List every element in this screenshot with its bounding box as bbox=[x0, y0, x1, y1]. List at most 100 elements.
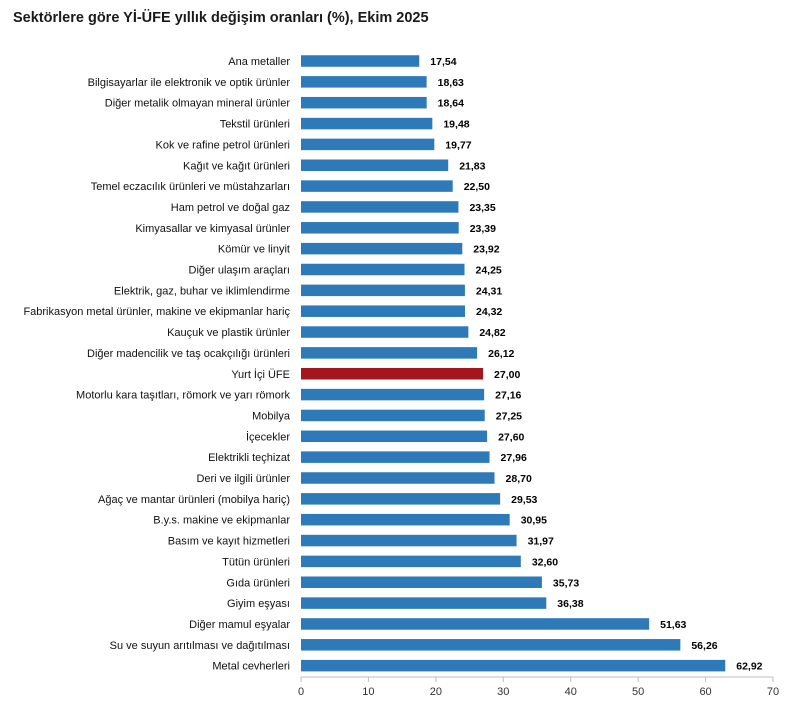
category-label: Temel eczacılık ürünleri ve müstahzarlar… bbox=[91, 181, 290, 193]
bar bbox=[301, 409, 485, 422]
category-label: Deri ve ilgili ürünler bbox=[196, 473, 290, 485]
value-label: 27,16 bbox=[495, 390, 521, 402]
value-label: 27,00 bbox=[494, 369, 520, 381]
value-label: 24,32 bbox=[476, 306, 502, 318]
bar bbox=[301, 201, 459, 213]
value-label: 30,95 bbox=[521, 515, 547, 527]
category-label: Diğer ulaşım araçları bbox=[189, 265, 290, 277]
category-label: Bilgisayarlar ile elektronik ve optik ür… bbox=[88, 77, 291, 89]
value-label: 35,73 bbox=[553, 577, 579, 589]
category-label: Kauçuk ve plastik ürünler bbox=[167, 327, 290, 339]
x-tick-label: 30 bbox=[497, 686, 509, 698]
value-label: 24,82 bbox=[479, 327, 505, 339]
value-label: 18,64 bbox=[438, 98, 464, 110]
bar bbox=[301, 534, 517, 547]
value-label: 24,25 bbox=[476, 265, 502, 277]
value-label: 27,60 bbox=[498, 431, 524, 443]
category-label: Tütün ürünleri bbox=[222, 556, 290, 568]
value-label: 19,77 bbox=[445, 139, 471, 151]
x-tick-label: 50 bbox=[632, 686, 644, 698]
x-tick-label: 70 bbox=[767, 686, 779, 698]
bar bbox=[301, 284, 465, 297]
bar bbox=[301, 222, 459, 234]
category-label: Su ve suyun arıtılması ve dağıtılması bbox=[110, 640, 290, 652]
category-label: Metal cevherleri bbox=[212, 661, 290, 673]
value-label: 51,63 bbox=[660, 619, 686, 631]
x-tick-label: 40 bbox=[565, 686, 577, 698]
category-label: B.y.s. makine ve ekipmanlar bbox=[153, 515, 290, 527]
value-label: 21,83 bbox=[459, 160, 485, 172]
category-label: Ağaç ve mantar ürünleri (mobilya hariç) bbox=[98, 494, 290, 506]
bar bbox=[301, 159, 449, 171]
bars-layer: Ana metaller 17,54 Bilgisayarlar ile elekt… bbox=[23, 55, 763, 673]
bar bbox=[301, 326, 469, 338]
category-label: Yurt İçi ÜFE bbox=[231, 368, 290, 381]
bar bbox=[301, 618, 650, 630]
bar bbox=[301, 576, 542, 588]
bar bbox=[301, 76, 427, 88]
value-label: 23,92 bbox=[473, 244, 499, 256]
value-label: 26,12 bbox=[488, 348, 514, 360]
value-label: 27,25 bbox=[496, 410, 522, 422]
value-label: 23,35 bbox=[469, 202, 495, 214]
value-label: 17,54 bbox=[430, 56, 456, 68]
category-label: Mobilya bbox=[252, 410, 291, 422]
category-label: Ham petrol ve doğal gaz bbox=[171, 202, 290, 214]
category-label: Diğer mamul eşyalar bbox=[189, 619, 290, 631]
bar bbox=[301, 55, 420, 67]
bar bbox=[301, 305, 465, 317]
category-label: Ana metaller bbox=[228, 56, 290, 68]
category-label: İçecekler bbox=[246, 430, 290, 443]
x-tick-label: 10 bbox=[362, 686, 374, 698]
bar bbox=[301, 597, 547, 609]
bar bbox=[301, 493, 501, 505]
bar bbox=[301, 347, 478, 359]
bar bbox=[301, 180, 453, 192]
value-label: 56,26 bbox=[691, 640, 717, 652]
value-label: 27,96 bbox=[501, 452, 527, 464]
value-label: 36,38 bbox=[557, 598, 583, 610]
bar bbox=[301, 472, 495, 484]
bar bbox=[301, 263, 465, 276]
bar bbox=[301, 96, 427, 109]
category-label: Kimyasallar ve kimyasal ürünler bbox=[135, 223, 290, 235]
category-label: Motorlu kara taşıtları, römork ve yarı r… bbox=[76, 390, 290, 402]
bar bbox=[301, 242, 463, 255]
bar-highlight bbox=[301, 368, 484, 380]
value-label: 24,31 bbox=[476, 285, 502, 297]
value-label: 32,60 bbox=[532, 556, 558, 568]
value-label: 31,97 bbox=[528, 536, 554, 548]
x-axis: 0 10 20 30 40 50 60 70 bbox=[298, 676, 779, 698]
value-label: 29,53 bbox=[511, 494, 537, 506]
bar bbox=[301, 513, 510, 526]
value-label: 18,63 bbox=[438, 77, 464, 89]
category-label: Giyim eşyası bbox=[227, 598, 290, 610]
bar bbox=[301, 388, 485, 401]
category-label: Kok ve rafine petrol ürünleri bbox=[155, 139, 290, 151]
value-label: 22,50 bbox=[464, 181, 490, 193]
bar bbox=[301, 639, 681, 651]
value-label: 19,48 bbox=[443, 119, 469, 131]
category-label: Elektrikli teçhizat bbox=[208, 452, 290, 464]
category-label: Basım ve kayıt hizmetleri bbox=[168, 536, 290, 548]
category-label: Fabrikasyon metal ürünler, makine ve eki… bbox=[23, 306, 290, 318]
category-label: Tekstil ürünleri bbox=[220, 119, 290, 131]
value-label: 62,92 bbox=[736, 661, 762, 673]
x-tick-label: 60 bbox=[699, 686, 711, 698]
x-tick-label: 20 bbox=[430, 686, 442, 698]
bar bbox=[301, 659, 726, 672]
bar bbox=[301, 138, 435, 151]
bar bbox=[301, 430, 488, 443]
x-tick-label: 0 bbox=[298, 686, 304, 698]
value-label: 28,70 bbox=[506, 473, 532, 485]
value-label: 23,39 bbox=[470, 223, 496, 235]
bar bbox=[301, 555, 521, 568]
bar bbox=[301, 117, 433, 130]
category-label: Kağıt ve kağıt ürünleri bbox=[183, 160, 290, 172]
category-label: Gıda ürünleri bbox=[226, 577, 290, 589]
category-label: Diğer metalik olmayan mineral ürünler bbox=[105, 98, 291, 110]
category-label: Elektrik, gaz, buhar ve iklimlendirme bbox=[114, 285, 290, 297]
bar bbox=[301, 451, 490, 463]
category-label: Diğer madencilik ve taş ocakçılığı ürünl… bbox=[87, 348, 290, 360]
